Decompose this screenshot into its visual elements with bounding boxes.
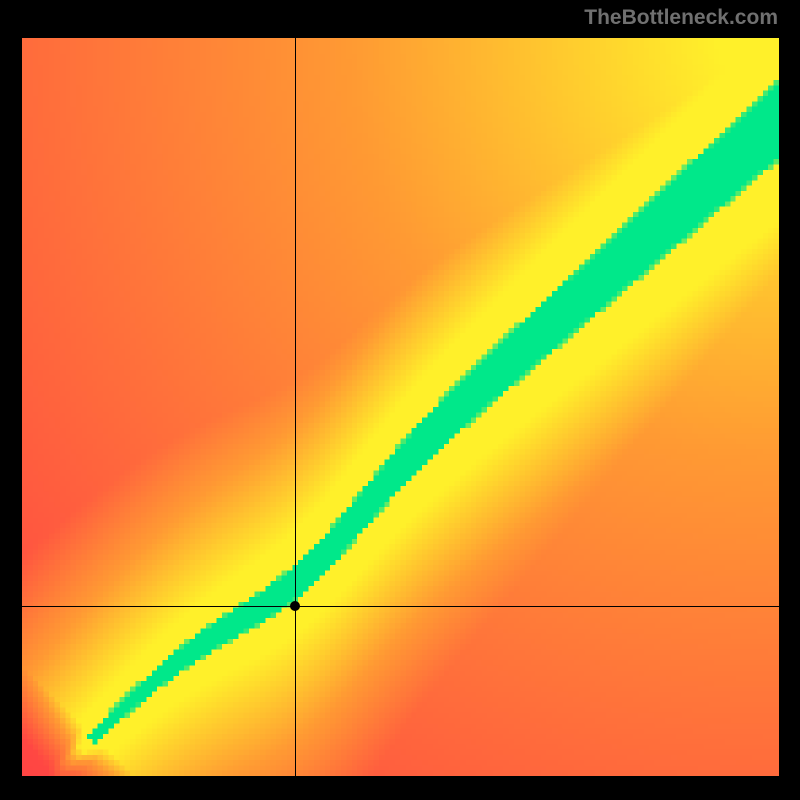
selection-point: [290, 601, 300, 611]
crosshair-vertical: [295, 38, 296, 776]
heatmap-plot: [22, 38, 779, 776]
heatmap-canvas: [22, 38, 779, 776]
crosshair-horizontal: [22, 606, 779, 607]
attribution-text: TheBottleneck.com: [584, 6, 778, 30]
